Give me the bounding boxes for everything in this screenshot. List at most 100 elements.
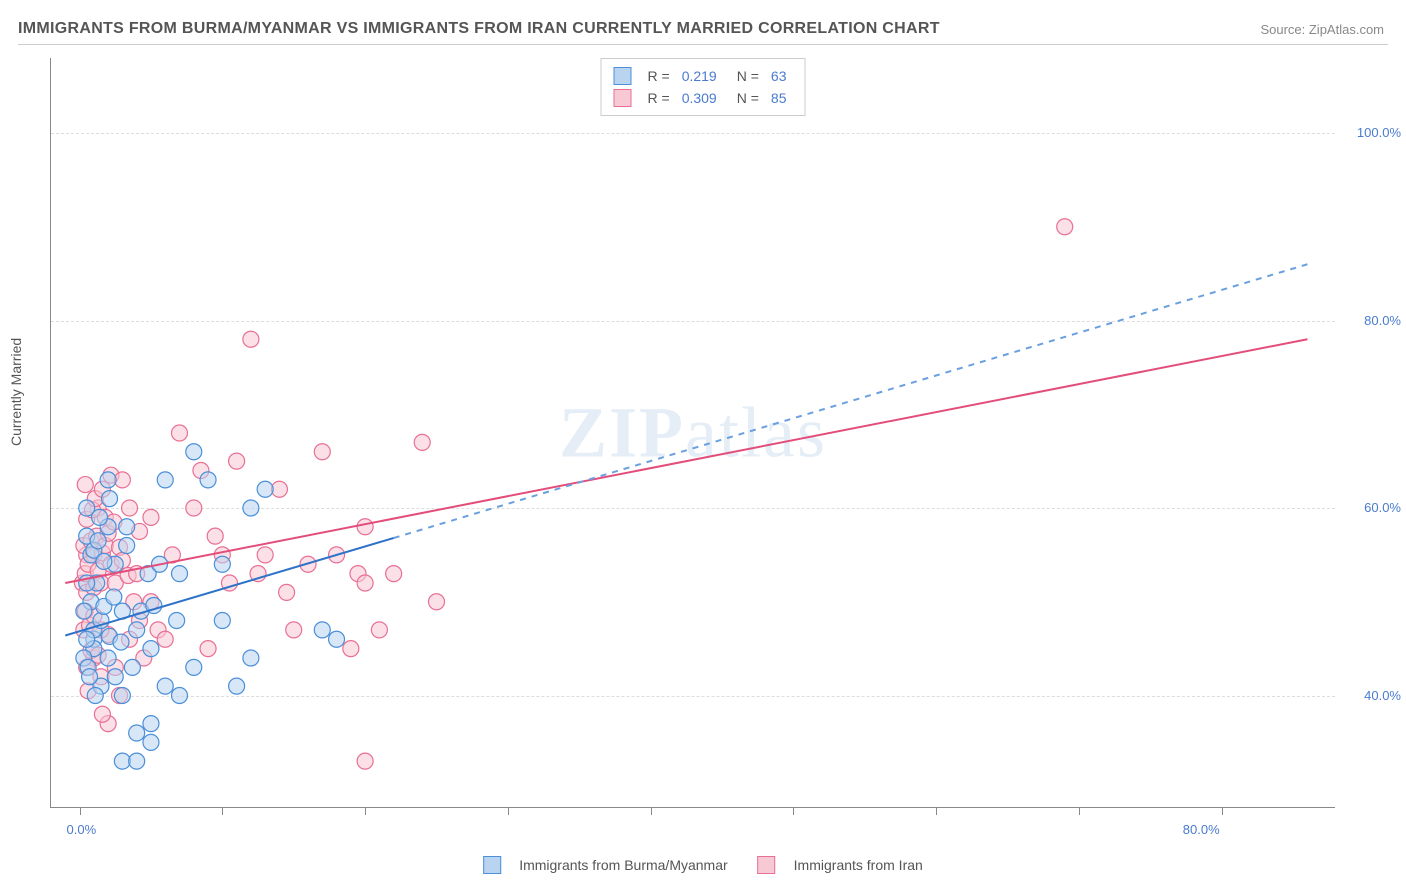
scatter-point	[87, 688, 103, 704]
legend-stat-row: R = 0.219 N = 63	[614, 65, 793, 87]
scatter-point	[257, 481, 273, 497]
scatter-point	[119, 538, 135, 554]
scatter-point	[414, 434, 430, 450]
r-label: R =	[648, 90, 670, 106]
legend-stat-row: R = 0.309 N = 85	[614, 87, 793, 109]
r-value: 0.309	[682, 90, 717, 106]
legend-swatch	[614, 89, 632, 107]
legend-swatch	[758, 856, 776, 874]
scatter-point	[329, 631, 345, 647]
scatter-point	[157, 472, 173, 488]
n-label: N =	[737, 90, 759, 106]
scatter-point	[157, 631, 173, 647]
legend-series-item: Immigrants from Iran	[758, 856, 923, 874]
scatter-point	[114, 753, 130, 769]
x-tick-label: 80.0%	[1183, 822, 1220, 837]
scatter-point	[76, 603, 92, 619]
y-axis-title: Currently Married	[8, 338, 24, 446]
scatter-point	[79, 631, 95, 647]
scatter-point	[113, 634, 129, 650]
legend-swatch	[483, 856, 501, 874]
scatter-point	[314, 622, 330, 638]
legend-series-label: Immigrants from Burma/Myanmar	[519, 857, 727, 873]
scatter-point	[271, 481, 287, 497]
n-value: 63	[771, 68, 787, 84]
scatter-point	[143, 641, 159, 657]
scatter-point	[357, 575, 373, 591]
scatter-point	[143, 734, 159, 750]
scatter-point	[243, 650, 259, 666]
scatter-point	[129, 725, 145, 741]
scatter-point	[279, 584, 295, 600]
scatter-point	[90, 533, 106, 549]
scatter-point	[243, 500, 259, 516]
x-tick	[365, 807, 366, 815]
scatter-point	[122, 500, 138, 516]
scatter-point	[200, 641, 216, 657]
x-tick	[793, 807, 794, 815]
scatter-point	[186, 659, 202, 675]
scatter-point	[129, 753, 145, 769]
y-tick-label: 40.0%	[1341, 688, 1401, 703]
scatter-point	[82, 669, 98, 685]
r-label: R =	[648, 68, 670, 84]
y-tick-label: 100.0%	[1341, 125, 1401, 140]
plot-area: ZIPatlas	[50, 58, 1335, 808]
scatter-point	[343, 641, 359, 657]
x-tick	[936, 807, 937, 815]
scatter-point	[100, 650, 116, 666]
r-value: 0.219	[682, 68, 717, 84]
legend-swatch	[614, 67, 632, 85]
n-label: N =	[737, 68, 759, 84]
x-tick	[1222, 807, 1223, 815]
scatter-point	[143, 716, 159, 732]
title-underline	[18, 44, 1388, 45]
scatter-point	[124, 659, 140, 675]
scatter-point	[92, 509, 108, 525]
legend-stats: R = 0.219 N = 63 R = 0.309 N = 85	[601, 58, 806, 116]
scatter-point	[1057, 219, 1073, 235]
scatter-point	[106, 589, 122, 605]
scatter-point	[172, 425, 188, 441]
scatter-point	[286, 622, 302, 638]
scatter-point	[214, 613, 230, 629]
scatter-point	[357, 753, 373, 769]
scatter-point	[143, 509, 159, 525]
y-tick-label: 60.0%	[1341, 500, 1401, 515]
n-value: 85	[771, 90, 787, 106]
scatter-point	[172, 688, 188, 704]
scatter-point	[214, 556, 230, 572]
x-tick	[651, 807, 652, 815]
scatter-point	[100, 472, 116, 488]
chart-svg	[51, 58, 1335, 807]
scatter-point	[119, 519, 135, 535]
x-tick	[1079, 807, 1080, 815]
x-tick-label: 0.0%	[67, 822, 97, 837]
scatter-point	[102, 491, 118, 507]
scatter-point	[114, 472, 130, 488]
scatter-point	[129, 622, 145, 638]
scatter-point	[157, 678, 173, 694]
chart-container: IMMIGRANTS FROM BURMA/MYANMAR VS IMMIGRA…	[0, 0, 1406, 892]
scatter-point	[207, 528, 223, 544]
x-tick	[222, 807, 223, 815]
scatter-point	[386, 566, 402, 582]
scatter-point	[169, 613, 185, 629]
scatter-point	[77, 477, 93, 493]
legend-series-item: Immigrants from Burma/Myanmar	[483, 856, 727, 874]
scatter-point	[429, 594, 445, 610]
source-label: Source: ZipAtlas.com	[1260, 22, 1384, 37]
scatter-point	[243, 331, 259, 347]
scatter-point	[314, 444, 330, 460]
scatter-point	[186, 500, 202, 516]
scatter-point	[357, 519, 373, 535]
trend-line	[394, 264, 1308, 538]
scatter-point	[94, 706, 110, 722]
scatter-point	[200, 472, 216, 488]
scatter-point	[371, 622, 387, 638]
scatter-point	[229, 453, 245, 469]
legend-series: Immigrants from Burma/Myanmar Immigrants …	[483, 856, 923, 874]
y-tick-label: 80.0%	[1341, 313, 1401, 328]
chart-title: IMMIGRANTS FROM BURMA/MYANMAR VS IMMIGRA…	[18, 20, 940, 38]
x-tick	[508, 807, 509, 815]
